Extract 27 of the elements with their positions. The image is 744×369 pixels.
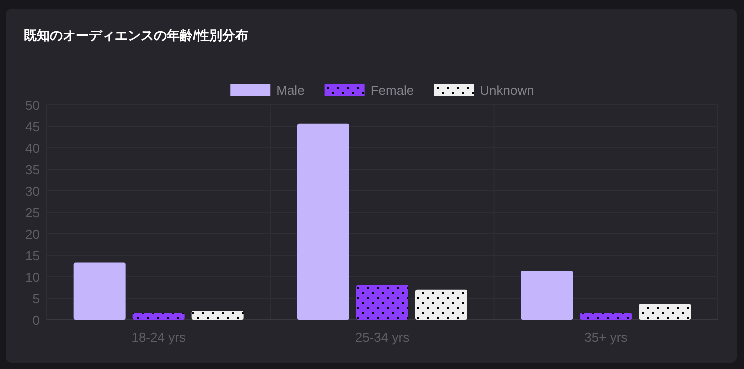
bar [192,310,244,320]
bar [416,290,468,320]
bar [580,313,632,320]
y-tick-label: 20 [26,227,40,242]
y-tick-label: 0 [32,313,40,328]
y-tick-label: 50 [26,98,40,113]
legend-label: Female [370,83,414,98]
x-tick-label: 25-34 yrs [355,330,410,345]
x-tick-label: 18-24 yrs [132,330,186,345]
legend-label: Unknown [480,83,534,98]
y-tick-label: 15 [26,248,40,264]
bar [639,304,692,320]
y-tick-label: 45 [26,120,40,134]
bar [356,285,408,320]
y-tick-label: 35 [26,162,40,178]
bar [521,270,574,320]
chart-title: 既知のオーディエンスの年齢/性別分布 [24,28,249,43]
y-tick-label: 5 [32,292,40,306]
bar [298,124,350,320]
y-tick-label: 40 [26,141,40,156]
y-tick-label: 10 [26,270,40,285]
y-tick-label: 30 [26,184,40,199]
legend-label: Male [276,83,305,98]
x-tick-label: 35+ yrs [584,330,628,345]
bar [132,313,185,320]
y-tick-label: 25 [26,206,40,220]
bar [74,262,126,320]
